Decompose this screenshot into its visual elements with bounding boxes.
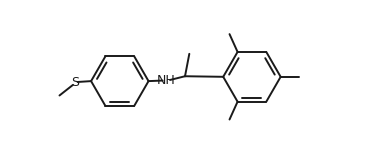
Text: NH: NH <box>157 74 176 87</box>
Text: S: S <box>71 76 79 89</box>
